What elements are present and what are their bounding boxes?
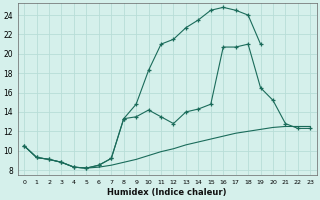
X-axis label: Humidex (Indice chaleur): Humidex (Indice chaleur): [108, 188, 227, 197]
